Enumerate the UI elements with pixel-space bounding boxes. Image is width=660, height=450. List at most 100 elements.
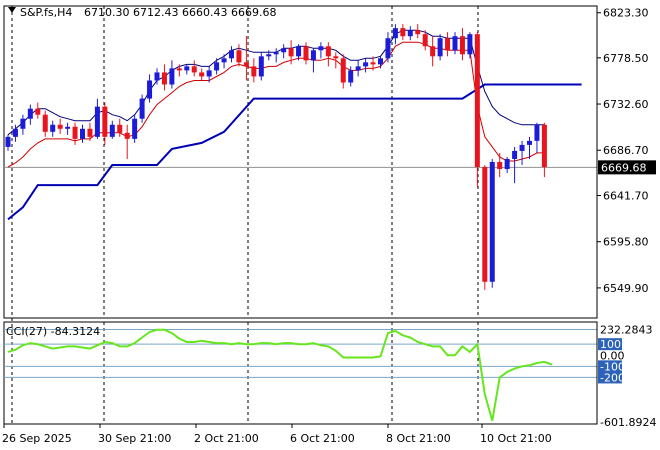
- cci-tick-label: 100: [600, 338, 621, 351]
- candle-body: [214, 62, 220, 71]
- cci-level-tag: [598, 371, 622, 384]
- candle-body: [80, 128, 85, 139]
- candle-body: [422, 34, 428, 47]
- candle-body: [191, 66, 197, 73]
- candles: [5, 24, 547, 290]
- indicator-lines: [7, 29, 582, 221]
- time-tick-label: 10 Oct 21:00: [480, 432, 552, 445]
- candle-body: [281, 48, 287, 53]
- cci-tick-label: -100: [600, 360, 625, 373]
- candle-body: [370, 62, 376, 65]
- candle-body: [139, 98, 145, 119]
- candle-body: [445, 38, 451, 51]
- candle-body: [489, 162, 495, 282]
- candle-body: [221, 58, 227, 63]
- grid-lines: [3, 5, 598, 425]
- candle-body: [5, 136, 11, 147]
- candle-body: [251, 66, 257, 77]
- cci-tick-label: -601.8924: [600, 416, 656, 429]
- candle-body: [87, 128, 93, 137]
- candle-body: [504, 158, 510, 170]
- cci-tick-label: 0.00: [600, 349, 625, 362]
- candle-body: [467, 34, 473, 55]
- candle-body: [296, 46, 302, 57]
- current-price-label: 6669.68: [601, 161, 647, 174]
- time-tick-label: 2 Oct 21:00: [194, 432, 259, 445]
- candle-body: [273, 52, 279, 55]
- price-tick-label: 6595.80: [603, 236, 649, 249]
- candle-body: [42, 114, 48, 132]
- candle-body: [147, 80, 153, 99]
- dropdown-triangle-icon[interactable]: [8, 7, 16, 13]
- candle-body: [35, 108, 41, 115]
- candle-body: [169, 68, 175, 85]
- time-tick-label: 8 Oct 21:00: [386, 432, 451, 445]
- candle-body: [452, 36, 458, 51]
- price-tick-label: 6778.50: [603, 52, 649, 65]
- candle-body: [57, 124, 63, 129]
- candle-body: [400, 28, 406, 37]
- candle-body: [385, 38, 391, 59]
- candle-body: [459, 36, 465, 55]
- stop-line: [7, 83, 582, 221]
- candle-body: [474, 34, 480, 168]
- price-tick-label: 6549.90: [603, 282, 649, 295]
- price-tick-label: 6641.70: [603, 190, 649, 203]
- candle-body: [176, 68, 182, 71]
- candle-body: [65, 126, 71, 129]
- price-tick-label: 6823.30: [603, 7, 649, 20]
- candle-body: [392, 28, 398, 39]
- candle-body: [355, 66, 361, 71]
- symbol-label: S&P.fs,H4: [20, 6, 72, 19]
- candle-body: [512, 150, 518, 159]
- candle-body: [348, 70, 354, 83]
- candle-body: [534, 124, 540, 141]
- time-tick-label: 30 Sep 21:00: [98, 432, 171, 445]
- candle-body: [333, 56, 339, 59]
- candle-body: [288, 48, 294, 57]
- ohlc-values: 6710.30 6712.43 6660.43 6669.68: [84, 6, 276, 19]
- candle-body: [363, 62, 369, 67]
- price-tick-label: 6686.70: [603, 144, 649, 157]
- candle-body: [20, 118, 26, 129]
- candle-body: [236, 50, 242, 63]
- candle-body: [415, 30, 421, 35]
- candle-body: [430, 46, 436, 57]
- candle-body: [27, 108, 33, 119]
- time-tick-label: 6 Oct 21:00: [290, 432, 355, 445]
- time-tick-label: 26 Sep 2025: [2, 432, 72, 445]
- candle-body: [132, 118, 138, 139]
- candle-body: [243, 62, 249, 67]
- axes: 6823.30 6778.50 6732.60 6686.70 6641.70 6595.…: [2, 6, 656, 445]
- candle-body: [437, 38, 443, 57]
- cci-line: [7, 328, 553, 421]
- candle-body: [497, 162, 503, 170]
- candle-body: [229, 50, 234, 59]
- candle-body: [117, 124, 123, 133]
- candle-body: [318, 46, 324, 51]
- candle-body: [310, 50, 316, 61]
- candle-body: [325, 46, 331, 57]
- candle-body: [541, 124, 547, 168]
- candle-body: [340, 58, 346, 83]
- candle-body: [266, 54, 272, 57]
- cci-tick-label: 232.2843: [600, 324, 653, 337]
- current-price-tag: [598, 160, 656, 175]
- cci-level-tag: [598, 360, 622, 373]
- candle-body: [124, 132, 130, 139]
- candle-body: [378, 58, 383, 65]
- cci-tick-label: -200: [600, 371, 625, 384]
- candle-body: [50, 124, 56, 132]
- candle-body: [407, 30, 413, 37]
- candle-body: [72, 126, 78, 139]
- candle-body: [102, 106, 108, 137]
- candle-body: [303, 46, 309, 61]
- candle-body: [206, 70, 212, 77]
- price-tick-label: 6732.60: [603, 98, 649, 111]
- candle-body: [109, 124, 115, 137]
- cci-panel: [4, 328, 597, 421]
- cci-level-tag: [598, 338, 622, 351]
- candle-body: [199, 72, 205, 77]
- candle-body: [161, 72, 167, 85]
